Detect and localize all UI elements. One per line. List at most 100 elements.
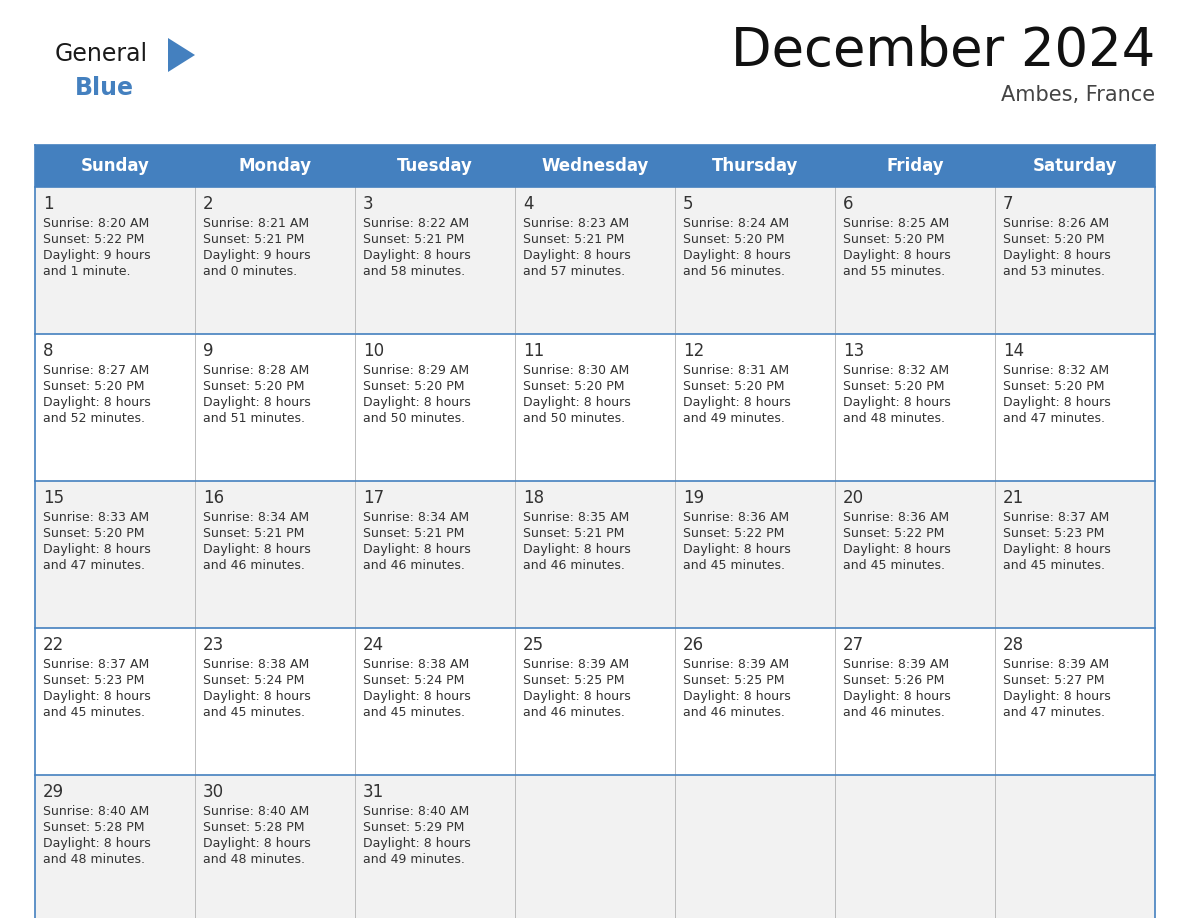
Text: Sunrise: 8:31 AM: Sunrise: 8:31 AM [683,364,789,377]
Text: Sunset: 5:21 PM: Sunset: 5:21 PM [203,233,304,246]
Text: Sunrise: 8:39 AM: Sunrise: 8:39 AM [843,658,949,671]
Text: Sunset: 5:20 PM: Sunset: 5:20 PM [683,233,784,246]
Text: and 45 minutes.: and 45 minutes. [843,559,944,572]
Text: 12: 12 [683,342,704,360]
Text: Sunrise: 8:37 AM: Sunrise: 8:37 AM [43,658,150,671]
Bar [34,334,1155,481]
Text: Sunset: 5:27 PM: Sunset: 5:27 PM [1003,674,1105,687]
Text: and 49 minutes.: and 49 minutes. [364,853,465,866]
Text: and 52 minutes.: and 52 minutes. [43,412,145,425]
Text: 25: 25 [523,636,544,654]
Text: Sunrise: 8:25 AM: Sunrise: 8:25 AM [843,217,949,230]
Text: Sunrise: 8:23 AM: Sunrise: 8:23 AM [523,217,630,230]
Bar [34,628,1155,775]
Text: and 46 minutes.: and 46 minutes. [523,559,625,572]
Text: 21: 21 [1003,489,1024,507]
Text: Daylight: 8 hours: Daylight: 8 hours [683,690,791,703]
Text: Daylight: 8 hours: Daylight: 8 hours [843,249,950,262]
Text: Ambes, France: Ambes, France [1000,85,1155,105]
Text: and 45 minutes.: and 45 minutes. [1003,559,1105,572]
Text: General: General [55,42,148,66]
Text: Sunset: 5:20 PM: Sunset: 5:20 PM [1003,233,1105,246]
Text: Daylight: 8 hours: Daylight: 8 hours [523,396,631,409]
Text: Sunrise: 8:39 AM: Sunrise: 8:39 AM [683,658,789,671]
Text: 30: 30 [203,783,225,801]
Text: and 46 minutes.: and 46 minutes. [683,706,785,719]
Text: Daylight: 8 hours: Daylight: 8 hours [523,543,631,556]
Text: Sunset: 5:20 PM: Sunset: 5:20 PM [843,233,944,246]
Text: and 47 minutes.: and 47 minutes. [1003,412,1105,425]
Text: and 57 minutes.: and 57 minutes. [523,265,625,278]
Text: 31: 31 [364,783,384,801]
Text: Sunrise: 8:40 AM: Sunrise: 8:40 AM [364,805,469,818]
Polygon shape [168,38,195,72]
Text: and 47 minutes.: and 47 minutes. [1003,706,1105,719]
Text: Sunrise: 8:20 AM: Sunrise: 8:20 AM [43,217,150,230]
Text: Daylight: 8 hours: Daylight: 8 hours [203,690,311,703]
Text: Sunset: 5:20 PM: Sunset: 5:20 PM [523,380,625,393]
Text: Daylight: 8 hours: Daylight: 8 hours [683,543,791,556]
Text: Daylight: 8 hours: Daylight: 8 hours [43,837,151,850]
Text: Sunset: 5:21 PM: Sunset: 5:21 PM [523,527,625,540]
Text: and 46 minutes.: and 46 minutes. [843,706,944,719]
Text: 1: 1 [43,195,53,213]
Text: 24: 24 [364,636,384,654]
Text: 27: 27 [843,636,864,654]
Text: Sunrise: 8:27 AM: Sunrise: 8:27 AM [43,364,150,377]
Text: Sunrise: 8:32 AM: Sunrise: 8:32 AM [843,364,949,377]
Text: and 45 minutes.: and 45 minutes. [203,706,305,719]
Text: 5: 5 [683,195,694,213]
Text: 9: 9 [203,342,214,360]
Text: Blue: Blue [75,76,134,100]
Text: Daylight: 8 hours: Daylight: 8 hours [364,543,470,556]
Text: Sunrise: 8:28 AM: Sunrise: 8:28 AM [203,364,309,377]
Text: Sunset: 5:20 PM: Sunset: 5:20 PM [43,527,145,540]
Text: Sunrise: 8:36 AM: Sunrise: 8:36 AM [843,511,949,524]
Text: Sunset: 5:23 PM: Sunset: 5:23 PM [43,674,145,687]
Text: Sunrise: 8:38 AM: Sunrise: 8:38 AM [364,658,469,671]
Text: Sunrise: 8:39 AM: Sunrise: 8:39 AM [523,658,630,671]
Text: Daylight: 8 hours: Daylight: 8 hours [364,837,470,850]
Text: Daylight: 8 hours: Daylight: 8 hours [843,690,950,703]
Text: 14: 14 [1003,342,1024,360]
Text: Wednesday: Wednesday [542,157,649,175]
Text: Sunset: 5:20 PM: Sunset: 5:20 PM [43,380,145,393]
Text: Daylight: 9 hours: Daylight: 9 hours [203,249,310,262]
Text: Sunrise: 8:38 AM: Sunrise: 8:38 AM [203,658,309,671]
Text: Sunset: 5:21 PM: Sunset: 5:21 PM [523,233,625,246]
Text: 11: 11 [523,342,544,360]
Text: Sunset: 5:22 PM: Sunset: 5:22 PM [683,527,784,540]
Text: Daylight: 8 hours: Daylight: 8 hours [203,837,311,850]
Text: Thursday: Thursday [712,157,798,175]
Bar [34,481,1155,628]
Text: Sunday: Sunday [81,157,150,175]
Text: #1A1A1A: #1A1A1A [55,38,62,39]
Text: Daylight: 9 hours: Daylight: 9 hours [43,249,151,262]
Text: Sunrise: 8:35 AM: Sunrise: 8:35 AM [523,511,630,524]
Text: and 46 minutes.: and 46 minutes. [523,706,625,719]
Text: Daylight: 8 hours: Daylight: 8 hours [203,543,311,556]
Text: and 55 minutes.: and 55 minutes. [843,265,946,278]
Text: Sunrise: 8:37 AM: Sunrise: 8:37 AM [1003,511,1110,524]
Text: 22: 22 [43,636,64,654]
Text: Saturday: Saturday [1032,157,1117,175]
Text: Sunset: 5:20 PM: Sunset: 5:20 PM [203,380,304,393]
Text: Sunrise: 8:32 AM: Sunrise: 8:32 AM [1003,364,1110,377]
Text: and 49 minutes.: and 49 minutes. [683,412,785,425]
Text: Sunrise: 8:26 AM: Sunrise: 8:26 AM [1003,217,1110,230]
Text: Sunrise: 8:22 AM: Sunrise: 8:22 AM [364,217,469,230]
Text: 8: 8 [43,342,53,360]
Text: Daylight: 8 hours: Daylight: 8 hours [1003,690,1111,703]
Text: Monday: Monday [239,157,311,175]
Text: and 50 minutes.: and 50 minutes. [523,412,625,425]
Text: Daylight: 8 hours: Daylight: 8 hours [1003,396,1111,409]
Text: Sunrise: 8:30 AM: Sunrise: 8:30 AM [523,364,630,377]
Text: Sunset: 5:28 PM: Sunset: 5:28 PM [203,821,304,834]
Text: Sunset: 5:26 PM: Sunset: 5:26 PM [843,674,944,687]
Text: 29: 29 [43,783,64,801]
Text: Daylight: 8 hours: Daylight: 8 hours [1003,249,1111,262]
Text: Sunrise: 8:39 AM: Sunrise: 8:39 AM [1003,658,1110,671]
Text: and 48 minutes.: and 48 minutes. [43,853,145,866]
Text: and 1 minute.: and 1 minute. [43,265,131,278]
Text: December 2024: December 2024 [731,25,1155,77]
